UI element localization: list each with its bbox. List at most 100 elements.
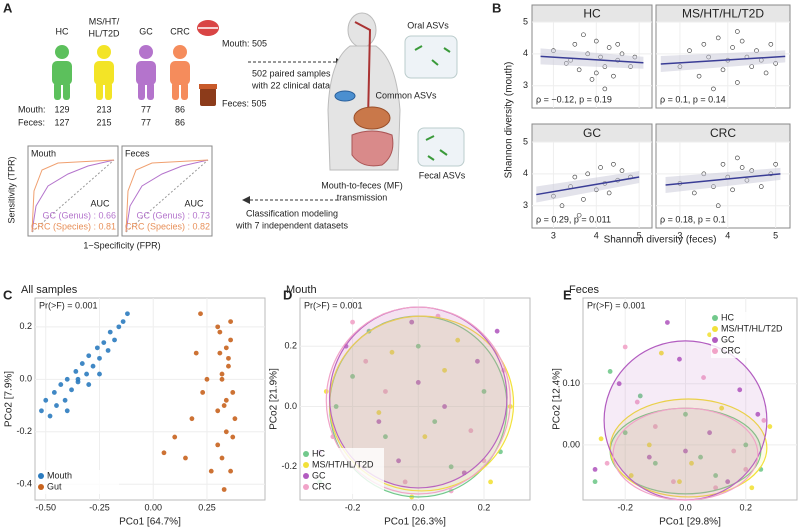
group-name: HC bbox=[56, 26, 69, 36]
point bbox=[707, 332, 712, 338]
point bbox=[671, 479, 676, 485]
person-body bbox=[52, 61, 72, 85]
point bbox=[761, 418, 767, 423]
annotation: ρ = 0.29, p = 0.011 bbox=[536, 214, 611, 224]
point bbox=[223, 345, 229, 351]
roc-curve bbox=[31, 159, 115, 233]
point bbox=[739, 38, 745, 44]
point bbox=[86, 382, 92, 387]
legend-label: MS/HT/HL/T2D bbox=[312, 459, 374, 469]
point bbox=[383, 389, 388, 394]
point bbox=[749, 485, 755, 491]
point bbox=[415, 380, 421, 385]
body-illustration bbox=[327, 12, 401, 171]
person-head bbox=[139, 45, 153, 59]
annotation: ρ = 0.1, p = 0.14 bbox=[660, 94, 726, 104]
point bbox=[389, 349, 395, 355]
group-name: GC bbox=[139, 26, 153, 36]
point bbox=[696, 73, 702, 79]
person-leg bbox=[172, 82, 179, 100]
confidence-ellipse bbox=[325, 306, 511, 495]
legend-box bbox=[711, 312, 793, 358]
roc-curve bbox=[31, 159, 115, 233]
person-leg bbox=[138, 82, 145, 100]
point bbox=[90, 363, 96, 369]
point bbox=[221, 403, 227, 408]
point bbox=[217, 329, 223, 335]
point bbox=[376, 410, 382, 415]
point bbox=[193, 350, 199, 356]
annotation: ρ = 0.18, p = 0.1 bbox=[660, 214, 726, 224]
point bbox=[112, 337, 117, 343]
point bbox=[576, 212, 582, 218]
point bbox=[475, 358, 480, 364]
point bbox=[481, 389, 487, 394]
oral-box bbox=[404, 35, 458, 79]
person-head bbox=[97, 45, 111, 59]
fecal-label: Fecal ASVs bbox=[419, 170, 466, 180]
point bbox=[677, 356, 682, 362]
person-head bbox=[55, 45, 69, 59]
point bbox=[94, 345, 100, 351]
point bbox=[62, 397, 68, 403]
point bbox=[735, 155, 740, 161]
mouth-count: 129 bbox=[54, 104, 69, 114]
point bbox=[701, 375, 706, 380]
point bbox=[105, 348, 111, 353]
point bbox=[763, 70, 769, 76]
point bbox=[687, 48, 692, 53]
point bbox=[333, 404, 339, 409]
legend-swatch bbox=[303, 484, 309, 490]
feces-count: 127 bbox=[54, 117, 69, 127]
annotation: Pr(>F) = 0.001 bbox=[587, 300, 646, 310]
point bbox=[652, 424, 658, 429]
point bbox=[735, 80, 740, 85]
panel-letter: E bbox=[563, 287, 572, 302]
chart-title: All samples bbox=[21, 284, 78, 296]
point bbox=[572, 174, 578, 180]
x-tick-label: 0.2 bbox=[740, 502, 753, 512]
y-tick-label: -0.2 bbox=[281, 461, 297, 471]
roc-line: CRC (Species) : 0.81 bbox=[31, 221, 116, 231]
person-body bbox=[136, 61, 156, 85]
trend-line bbox=[660, 55, 786, 65]
trend-line bbox=[665, 173, 781, 186]
roc-curve bbox=[125, 159, 209, 233]
point bbox=[54, 403, 59, 408]
point bbox=[75, 376, 81, 382]
samples-text: with 22 clinical data bbox=[251, 80, 330, 90]
legend-box bbox=[302, 448, 384, 494]
point bbox=[652, 460, 658, 466]
legend-label: MS/HT/HL/T2D bbox=[721, 323, 783, 333]
samples-text: 502 paired samples bbox=[252, 68, 331, 78]
point bbox=[230, 434, 236, 440]
point bbox=[683, 411, 688, 417]
point bbox=[79, 361, 85, 366]
legend-swatch bbox=[712, 326, 718, 332]
x-tick-label: 0.0 bbox=[679, 502, 692, 512]
group-name: CRC bbox=[170, 26, 190, 36]
x-tick-label: 0.2 bbox=[478, 502, 491, 512]
point bbox=[64, 376, 70, 382]
chart-title: Mouth bbox=[286, 284, 317, 296]
fecal-box bbox=[417, 127, 465, 167]
legend-label: GC bbox=[721, 334, 735, 344]
trend-band bbox=[665, 167, 781, 193]
point bbox=[691, 190, 697, 196]
point bbox=[383, 434, 388, 440]
panel-letter: A bbox=[3, 0, 13, 15]
y-tick-label: 5 bbox=[523, 136, 528, 146]
point bbox=[223, 397, 229, 403]
point bbox=[107, 329, 113, 335]
panel-letter: B bbox=[492, 0, 501, 15]
point bbox=[698, 454, 703, 460]
panel-a: A Mouth: 505 Feces: 505 502 paired sampl… bbox=[3, 0, 466, 250]
legend-swatch bbox=[38, 473, 44, 479]
point bbox=[713, 485, 719, 491]
x-tick-label: 4 bbox=[725, 230, 730, 240]
jar-icon bbox=[200, 88, 216, 106]
x-tick-label: 4 bbox=[594, 230, 599, 240]
point bbox=[219, 455, 225, 461]
point bbox=[215, 442, 221, 448]
